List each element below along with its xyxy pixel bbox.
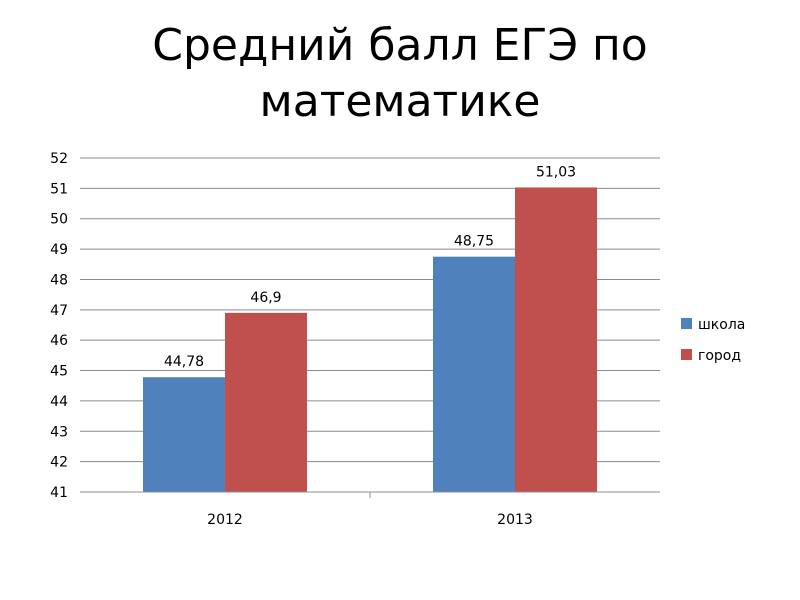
bar-школа-2012 xyxy=(143,377,225,492)
data-label: 44,78 xyxy=(164,354,204,370)
y-tick-label: 51 xyxy=(50,181,68,197)
chart-title: Средний балл ЕГЭ по математике xyxy=(0,18,800,130)
data-label: 48,75 xyxy=(454,234,494,250)
x-category-label: 2012 xyxy=(207,512,243,528)
labels: 41 42 43 44 45 46 47 48 49 50 51 52 44,78 46,9 2012 48,… xyxy=(50,151,576,528)
data-label: 51,03 xyxy=(536,164,576,180)
y-tick-label: 41 xyxy=(50,485,68,501)
y-tick-label: 52 xyxy=(50,151,68,167)
bar-школа-2013 xyxy=(433,256,515,492)
title-line-2: математике xyxy=(259,76,541,127)
y-tick-label: 47 xyxy=(50,303,68,319)
y-tick-label: 43 xyxy=(50,424,68,440)
legend: школа город xyxy=(681,317,745,364)
y-tick-label: 46 xyxy=(50,333,68,349)
y-tick-label: 49 xyxy=(50,242,68,258)
legend-swatch-школа xyxy=(681,318,692,329)
y-tick-label: 48 xyxy=(50,272,68,288)
bar-город-2013 xyxy=(515,187,597,492)
y-tick-label: 44 xyxy=(50,394,68,410)
x-category-label: 2013 xyxy=(497,512,533,528)
bars xyxy=(143,187,597,492)
data-label: 46,9 xyxy=(250,290,281,306)
title-line-1: Средний балл ЕГЭ по xyxy=(152,20,648,71)
y-tick-label: 42 xyxy=(50,455,68,471)
y-tick-label: 50 xyxy=(50,212,68,228)
legend-label: город xyxy=(698,348,741,364)
axes xyxy=(80,491,660,498)
bar-город-2012 xyxy=(225,312,307,492)
legend-swatch-город xyxy=(681,349,692,360)
y-tick-label: 45 xyxy=(50,364,68,380)
legend-label: школа xyxy=(698,317,745,333)
